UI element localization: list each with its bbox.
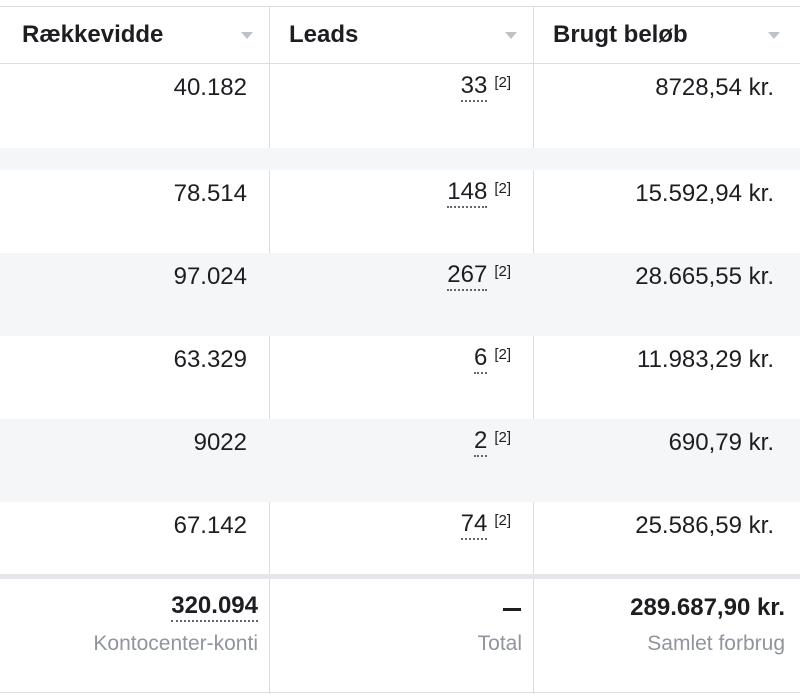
column-header-spent[interactable]: Brugt beløb [534, 7, 800, 63]
table-row: 67.142 74 [2] 25.586,59 kr. [0, 502, 800, 574]
leads-footnote-ref: [2] [494, 180, 511, 197]
footer-bottom-border [0, 692, 800, 693]
caret-down-icon[interactable] [505, 32, 517, 39]
leads-value[interactable]: 2 [473, 429, 488, 457]
reach-cell: 97.024 [173, 263, 247, 290]
leads-footnote-ref: [2] [494, 429, 511, 446]
leads-cell: 267 [2] [447, 263, 511, 291]
caret-down-icon[interactable] [241, 32, 253, 39]
spent-cell: 8728,54 kr. [655, 74, 774, 101]
table-row: 40.182 33 [2] 8728,54 kr. [0, 64, 800, 148]
column-header-label: Rækkevidde [22, 21, 164, 48]
leads-cell: 33 [2] [460, 74, 511, 102]
reach-cell: 9022 [193, 429, 247, 456]
footer-separator [0, 574, 800, 579]
leads-value[interactable]: 33 [460, 74, 488, 102]
column-header-label: Brugt beløb [553, 21, 688, 48]
spent-cell: 690,79 kr. [668, 429, 774, 456]
leads-value[interactable]: 267 [447, 263, 488, 291]
reach-cell: 78.514 [173, 180, 247, 207]
leads-footnote-ref: [2] [494, 346, 511, 363]
column-divider [533, 6, 534, 694]
caret-down-icon[interactable] [768, 32, 780, 39]
leads-total-dash [503, 608, 521, 611]
leads-cell: 74 [2] [460, 512, 511, 540]
column-header-reach[interactable]: Rækkevidde [0, 7, 269, 63]
leads-total-label: Total [477, 632, 522, 655]
table-row: 9022 2 [2] 690,79 kr. [0, 419, 800, 502]
reach-total-label: Kontocenter-konti [93, 632, 258, 655]
table-row: 97.024 267 [2] 28.665,55 kr. [0, 253, 800, 336]
table-row-spacer [0, 148, 800, 170]
leads-value[interactable]: 6 [473, 346, 488, 374]
leads-footnote-ref: [2] [494, 74, 511, 91]
spent-cell: 28.665,55 kr. [635, 263, 774, 290]
spent-cell: 15.592,94 kr. [635, 180, 774, 207]
leads-cell: 148 [2] [447, 180, 511, 208]
reach-total-value[interactable]: 320.094 [171, 594, 258, 622]
reach-cell: 40.182 [173, 74, 247, 101]
leads-footnote-ref: [2] [494, 263, 511, 280]
leads-cell: 6 [2] [473, 346, 511, 374]
reach-cell: 67.142 [173, 512, 247, 539]
spent-total-label: Samlet forbrug [647, 632, 785, 655]
leads-footnote-ref: [2] [494, 512, 511, 529]
leads-value[interactable]: 148 [447, 180, 488, 208]
column-divider [269, 6, 270, 694]
column-header-label: Leads [289, 21, 359, 48]
table-row: 63.329 6 [2] 11.983,29 kr. [0, 336, 800, 419]
leads-value[interactable]: 74 [460, 512, 488, 540]
reach-cell: 63.329 [173, 346, 247, 373]
spent-cell: 25.586,59 kr. [635, 512, 774, 539]
leads-cell: 2 [2] [473, 429, 511, 457]
column-header-leads[interactable]: Leads [270, 7, 533, 63]
spent-cell: 11.983,29 kr. [637, 346, 774, 373]
table-row: 78.514 148 [2] 15.592,94 kr. [0, 170, 800, 253]
spent-total-value: 289.687,90 kr. [630, 594, 785, 621]
table-header: Rækkevidde Leads Brugt beløb [0, 6, 800, 64]
